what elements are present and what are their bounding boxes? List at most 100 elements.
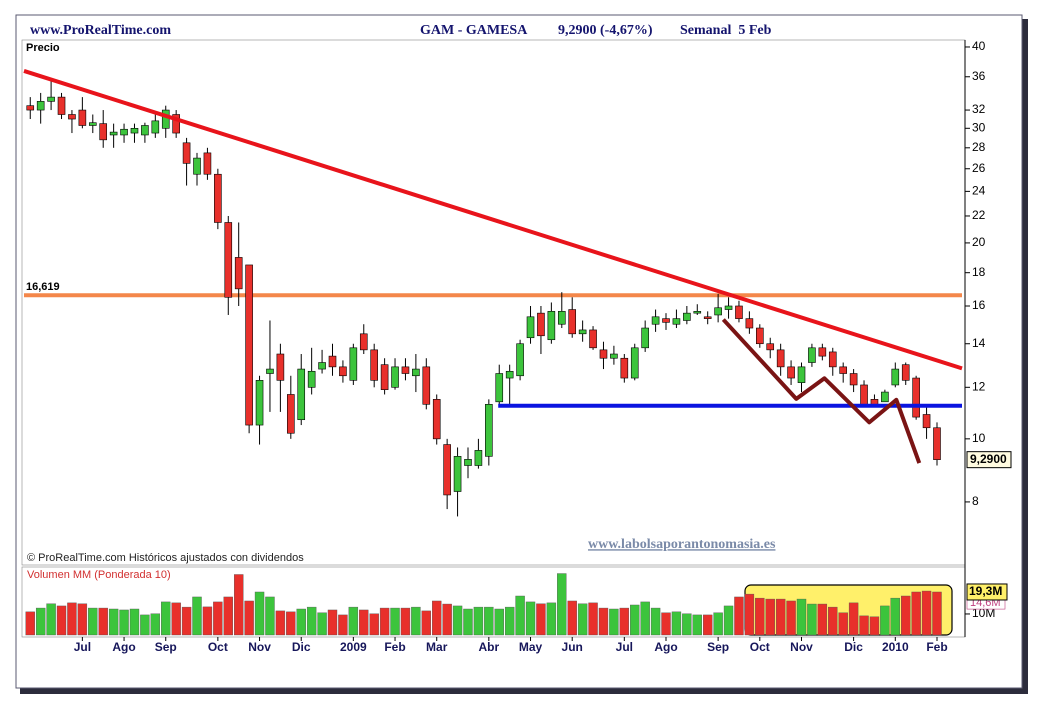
- trend-line: [721, 318, 922, 464]
- x-tick-label: Oct: [750, 640, 770, 654]
- volume-bar: [588, 602, 598, 636]
- volume-bar: [807, 603, 817, 636]
- candle-body: [870, 399, 879, 405]
- volume-bar: [171, 602, 181, 636]
- y-tick-label: 30: [972, 120, 986, 134]
- volume-bar: [327, 609, 338, 636]
- y-tick-label: 24: [972, 184, 986, 198]
- volume-bar: [828, 606, 838, 636]
- y-tick-label: 36: [972, 69, 986, 83]
- volume-bar: [192, 596, 202, 636]
- x-tick-label: Ago: [112, 640, 135, 654]
- volume-bar: [577, 603, 588, 636]
- candle-body: [839, 366, 847, 374]
- volume-bar: [880, 605, 890, 636]
- x-tick-label: Sep: [707, 640, 729, 654]
- candle-body: [797, 366, 806, 383]
- volume-bar: [536, 603, 546, 636]
- candle-body: [516, 343, 524, 377]
- y-title: Precio: [26, 42, 60, 54]
- candle-body: [224, 222, 233, 298]
- last-price-label: 9,2900: [970, 452, 1007, 466]
- candle-body: [318, 362, 326, 370]
- volume-bar: [473, 606, 484, 636]
- volume-bar: [838, 612, 848, 636]
- candle-body: [120, 128, 128, 136]
- volume-bar: [213, 601, 223, 636]
- volume-bar: [202, 606, 213, 636]
- volume-bar: [775, 598, 786, 636]
- candle-body: [57, 96, 66, 115]
- candle-body: [266, 368, 274, 374]
- volume-bar: [379, 607, 390, 636]
- volume-bar: [494, 608, 504, 636]
- candle-body: [860, 384, 868, 405]
- candle-body: [808, 347, 816, 363]
- candle-body: [599, 349, 608, 359]
- volume-bar: [463, 608, 473, 636]
- candle-body: [735, 305, 743, 319]
- volume-bar: [609, 608, 619, 636]
- volume-bar: [129, 608, 140, 636]
- x-tick-label: Sep: [155, 640, 177, 654]
- volume-bar: [515, 595, 525, 636]
- ticker: GAM - GAMESA: [420, 23, 528, 38]
- x-tick-label: Dic: [292, 640, 311, 654]
- y-tick-label: 14: [972, 336, 986, 350]
- y-tick-label: 26: [972, 161, 986, 175]
- volume-last-label: 19,3M: [969, 584, 1002, 598]
- volume-bar: [525, 601, 536, 636]
- volume-bar: [567, 600, 577, 636]
- x-tick-label: 2010: [882, 640, 909, 654]
- candle-body: [662, 318, 670, 323]
- volume-bar: [296, 608, 306, 636]
- candle-body: [672, 318, 681, 325]
- volume-bar: [46, 603, 56, 636]
- candle-body: [683, 312, 691, 321]
- candle-body: [307, 370, 316, 388]
- candle-body: [745, 318, 754, 329]
- candle-body: [818, 347, 827, 357]
- y-tick-label: 18: [972, 265, 986, 279]
- volume-bar: [286, 611, 296, 636]
- y-tick-label: 12: [972, 379, 986, 393]
- candle-body: [495, 373, 504, 403]
- volume-bar: [619, 607, 630, 636]
- candle-body: [485, 403, 493, 457]
- candle-body: [99, 123, 108, 141]
- candle-body: [505, 370, 514, 379]
- candle-body: [849, 373, 858, 386]
- candle-body: [380, 364, 389, 390]
- x-tick-label: Mar: [426, 640, 448, 654]
- candle-body: [297, 368, 306, 421]
- volume-bar: [640, 601, 650, 636]
- x-tick-label: Feb: [384, 640, 405, 654]
- volume-bar: [108, 608, 119, 636]
- volume-bar: [265, 596, 275, 636]
- volume-bar: [682, 613, 692, 636]
- volume-bar: [869, 616, 880, 636]
- candle-body: [464, 459, 472, 466]
- candle-body: [912, 377, 920, 418]
- volume-bar: [723, 605, 734, 636]
- candle-body: [339, 366, 347, 377]
- candle-body: [141, 125, 149, 136]
- site: www.ProRealTime.com: [30, 23, 171, 38]
- candle-body: [453, 456, 462, 492]
- volume-bar: [630, 604, 640, 636]
- volume-bar: [400, 607, 411, 636]
- x-tick-label: May: [519, 640, 543, 654]
- volume-last-box: [966, 583, 1008, 601]
- candle-body: [630, 347, 639, 379]
- volume-bar: [932, 591, 942, 636]
- volume-bar: [692, 614, 702, 636]
- volume-bar: [119, 609, 129, 636]
- x-tick-label: Oct: [208, 640, 228, 654]
- volume-bar: [504, 606, 515, 636]
- volume-bar: [546, 602, 557, 636]
- volume-bar: [901, 595, 911, 636]
- y-tick-label: 32: [972, 102, 986, 116]
- x-tick-label: 2009: [340, 640, 367, 654]
- volume-bar: [390, 607, 400, 636]
- volume-bar: [921, 590, 932, 636]
